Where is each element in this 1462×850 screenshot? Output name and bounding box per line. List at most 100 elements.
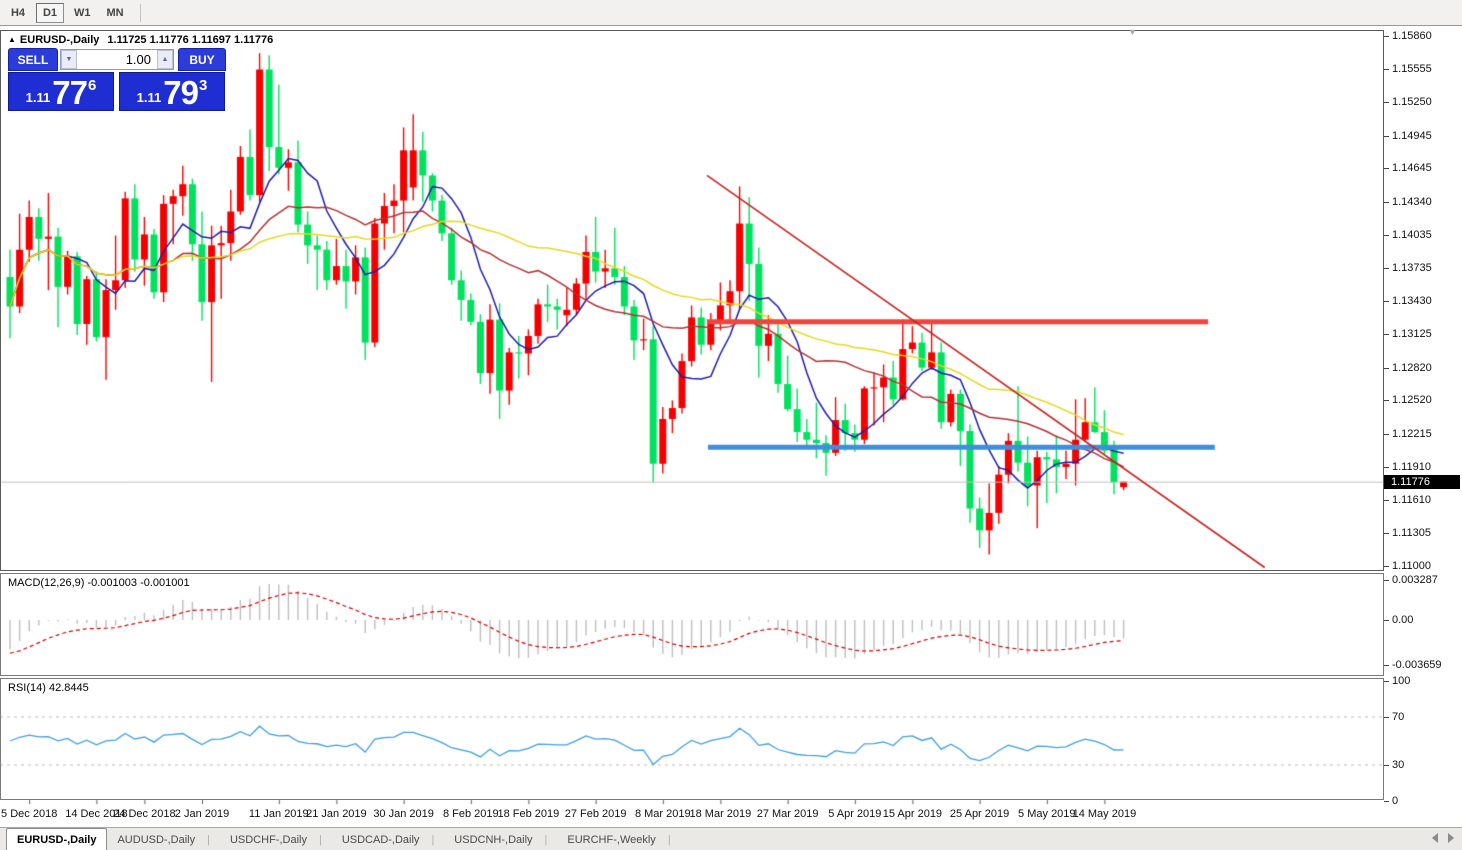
date-axis-label: 14 May 2019: [1072, 808, 1137, 820]
sell-price-box[interactable]: 1.11 77 6: [8, 72, 114, 111]
buy-price-big: 79: [163, 74, 199, 111]
tab-scroll-buttons: [1432, 833, 1454, 843]
chart-dropdown-icon[interactable]: ▼: [1128, 27, 1137, 37]
sell-price-pip: 6: [87, 77, 97, 94]
rsi-axis-label-tick: [1384, 801, 1389, 802]
price-axis-label: 1.13430: [1392, 295, 1432, 308]
tab-usdchf-daily[interactable]: USDCHF-,Daily: [220, 829, 332, 850]
price-axis-label-tick: [1384, 201, 1389, 203]
price-axis-label-tick: [1384, 68, 1389, 70]
spinner-down-icon: ▼: [65, 56, 73, 63]
price-axis-label: 1.12820: [1392, 361, 1432, 374]
volume-stepper: ▼ 1.00 ▲: [60, 49, 174, 70]
price-axis-label: 1.14945: [1392, 129, 1432, 142]
buy-price-pip: 3: [198, 77, 208, 94]
chart-plot-area[interactable]: [0, 30, 1384, 805]
price-axis-label: 1.13125: [1392, 328, 1432, 341]
rsi-axis-label-tick: [1384, 765, 1389, 766]
macd-axis-label-tick: [1384, 620, 1389, 621]
buy-button[interactable]: BUY: [178, 48, 226, 71]
date-axis-label: 27 Feb 2019: [564, 808, 627, 820]
macd-indicator-label: MACD(12,26,9) -0.001003 -0.001001: [8, 577, 190, 589]
price-axis-label: 1.14340: [1392, 195, 1432, 208]
date-axis-label: 14 Dec 2018: [65, 808, 128, 820]
buy-price-box[interactable]: 1.11 79 3: [119, 72, 225, 111]
macd-axis-label-tick: [1384, 664, 1389, 666]
chart-symbol-label: EURUSD-,Daily: [19, 34, 100, 46]
price-axis-label-tick: [1384, 367, 1389, 369]
symbol-marker-icon: ▲: [8, 35, 16, 44]
date-axis-label: 25 Apr 2019: [949, 808, 1010, 820]
date-axis-label: 24 Dec 2018: [113, 808, 176, 820]
rsi-axis-label-tick: [1384, 717, 1389, 718]
tab-audusd-daily[interactable]: AUDUSD-,Daily: [107, 829, 219, 850]
price-axis-label-tick: [1384, 433, 1389, 435]
price-axis-label: 1.11610: [1392, 493, 1431, 506]
tab-eurchf-weekly[interactable]: EURCHF-,Weekly: [557, 829, 680, 850]
sell-button[interactable]: SELL: [8, 48, 58, 71]
date-axis-label: 11 Jan 2019: [248, 808, 309, 820]
volume-increase-button[interactable]: ▲: [157, 50, 173, 69]
price-axis-label-tick: [1384, 135, 1389, 137]
chart-ohlc-values: 1.11725 1.11776 1.11697 1.11776: [107, 34, 274, 46]
macd-axis-label: 0.00: [1392, 614, 1414, 626]
volume-decrease-button[interactable]: ▼: [61, 50, 77, 69]
price-axis-label-tick: [1384, 234, 1389, 236]
price-axis-label-tick: [1384, 267, 1389, 269]
price-axis-label-tick: [1384, 467, 1389, 469]
price-axis-label-tick: [1384, 301, 1389, 303]
rsi-axis-label: 100: [1392, 675, 1411, 687]
price-axis-label: 1.14035: [1392, 228, 1432, 241]
timeframe-h4-button[interactable]: H4: [10, 6, 26, 19]
date-axis-label: 5 Dec 2018: [1, 808, 58, 820]
timeframe-w1-button[interactable]: W1: [74, 6, 91, 19]
tab-nav-left-icon[interactable]: [1432, 833, 1438, 843]
price-axis-label-tick: [1384, 35, 1389, 37]
price-axis-label: 1.11000: [1392, 560, 1431, 573]
tab-usdcad-daily[interactable]: USDCAD-,Daily: [332, 829, 444, 850]
tab-eurusd-daily[interactable]: EURUSD-,Daily: [6, 828, 108, 850]
date-axis-label: 8 Feb 2019: [442, 808, 499, 820]
rsi-indicator-label: RSI(14) 42.8445: [8, 682, 89, 694]
price-axis-label-tick: [1384, 400, 1389, 402]
price-axis-label: 1.15250: [1392, 96, 1432, 109]
date-axis-label: 2 Jan 2019: [174, 808, 230, 820]
current-price-badge: 1.11776: [1384, 474, 1460, 489]
spinner-up-icon: ▲: [161, 56, 169, 63]
price-axis-label: 1.12520: [1392, 394, 1432, 407]
chart-tab-bar: EURUSD-,Daily AUDUSD-,Daily USDCHF-,Dail…: [0, 827, 1462, 850]
price-axis-label: 1.14645: [1392, 162, 1432, 175]
price-axis-label-tick: [1384, 499, 1389, 501]
price-axis-label-tick: [1384, 566, 1389, 568]
tab-nav-right-icon[interactable]: [1448, 833, 1454, 843]
date-axis-label: 18 Mar 2019: [689, 808, 752, 820]
price-axis-label: 1.11910: [1392, 461, 1431, 474]
macd-axis-label-tick: [1384, 579, 1389, 581]
price-axis-label-tick: [1384, 102, 1389, 104]
macd-axis-label: 0.003287: [1392, 573, 1438, 586]
one-click-trade-panel: SELL ▼ 1.00 ▲ BUY 1.11 77 6 1.11 79 3: [8, 48, 226, 111]
rsi-axis-label: 0: [1392, 795, 1399, 807]
price-axis-label-tick: [1384, 168, 1389, 170]
date-axis-label: 18 Feb 2019: [497, 808, 560, 820]
macd-axis-label: -0.003659: [1392, 658, 1442, 671]
rsi-axis-label: 70: [1392, 711, 1405, 723]
volume-input[interactable]: 1.00: [125, 52, 151, 67]
timeframe-d1-button[interactable]: D1: [36, 2, 64, 23]
date-axis-label: 5 May 2019: [1018, 808, 1076, 820]
timeframe-mn-button[interactable]: MN: [106, 6, 124, 19]
date-axis-label: 21 Jan 2019: [306, 808, 367, 820]
sell-price-prefix: 1.11: [25, 90, 51, 105]
price-axis-label: 1.15555: [1392, 62, 1432, 75]
price-axis-label: 1.15860: [1392, 29, 1432, 42]
date-axis-label: 5 Apr 2019: [828, 808, 882, 820]
chart-title: ▲ EURUSD-,Daily 1.11725 1.11776 1.11697 1.…: [8, 34, 273, 46]
tab-usdcnh-daily[interactable]: USDCNH-,Daily: [444, 829, 557, 850]
rsi-axis-label-tick: [1384, 681, 1389, 682]
price-axis-label: 1.12215: [1392, 427, 1432, 440]
timeframe-toolbar: H4 D1 W1 MN: [0, 0, 1462, 26]
date-axis-label: 30 Jan 2019: [373, 808, 434, 820]
date-axis-label: 8 Mar 2019: [634, 808, 691, 820]
rsi-axis-label: 30: [1392, 759, 1405, 771]
